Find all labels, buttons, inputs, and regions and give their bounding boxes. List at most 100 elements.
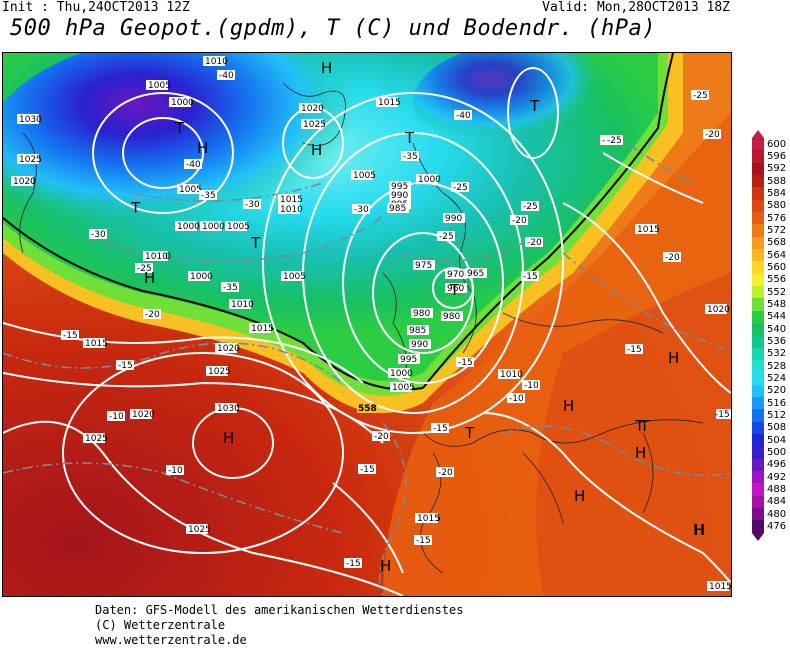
legend-value: 568 xyxy=(767,237,787,249)
pressure-centers: H T H T T H T H T H T H T H H T T H H H … xyxy=(130,59,705,575)
temp-label: -40 xyxy=(186,160,201,170)
temp-label: -15 xyxy=(118,361,133,371)
pressure-label: 980 xyxy=(413,309,430,319)
temp-label: -25 xyxy=(137,264,152,274)
legend-value: 556 xyxy=(767,274,787,286)
pressure-label: 1000 xyxy=(171,98,194,108)
low-marker: T xyxy=(464,424,475,442)
footer-copyright: (C) Wetterzentrale xyxy=(95,618,226,632)
legend-item: 596 xyxy=(752,150,786,163)
pressure-label: 1005 xyxy=(148,81,171,91)
legend-value: 496 xyxy=(767,459,787,471)
legend-item: 516 xyxy=(752,396,786,410)
low-marker: T xyxy=(634,417,645,435)
legend-swatch xyxy=(752,236,764,249)
temp-label: -10 xyxy=(524,381,539,391)
temp-label: -10 xyxy=(168,466,183,476)
legend-value: 520 xyxy=(767,385,787,397)
low-marker: T xyxy=(639,417,650,435)
pressure-label: 990 xyxy=(411,340,428,350)
legend-swatch xyxy=(752,248,764,262)
temp-label: -25 xyxy=(693,91,708,101)
pressure-label: 1015 xyxy=(85,339,108,349)
pressure-label: 970 xyxy=(447,270,464,280)
high-marker: H xyxy=(197,139,208,157)
legend-swatch xyxy=(752,298,764,311)
pressure-label: 1005 xyxy=(179,185,202,195)
pressure-label: 1020 xyxy=(217,344,240,354)
legend-item: 564 xyxy=(752,248,786,262)
pressure-label: 1020 xyxy=(132,410,155,420)
header-init: Init : Thu,24OCT2013 12Z xyxy=(2,0,190,15)
pressure-label: 1015 xyxy=(378,98,401,108)
legend-swatch xyxy=(752,458,764,471)
contour-558-label: 558 xyxy=(358,404,377,414)
pressure-label: 1005 xyxy=(353,171,376,181)
high-marker: H xyxy=(574,487,585,505)
legend-swatch xyxy=(752,347,764,360)
temp-label: -40 xyxy=(456,111,471,121)
temp-label: -25 xyxy=(523,202,538,212)
high-marker: H xyxy=(311,141,322,159)
legend-value: 524 xyxy=(767,372,787,384)
pressure-label: 1020 xyxy=(707,305,730,315)
legend-value: 532 xyxy=(767,348,787,360)
legend-value: 488 xyxy=(767,483,787,495)
temp-label: -35 xyxy=(201,191,216,201)
low-marker: T xyxy=(449,281,460,299)
legend-swatch xyxy=(752,138,764,151)
high-marker: H xyxy=(223,429,234,447)
legend-swatch xyxy=(752,162,764,175)
low-marker: T xyxy=(250,234,261,252)
pressure-label: 1010 xyxy=(500,370,523,380)
high-marker: H xyxy=(321,59,332,77)
legend-item: 488 xyxy=(752,483,787,496)
pressure-labels: 1010 1005 1000 1030 1025 1020 1025 1020 … xyxy=(11,56,731,592)
footer-url: www.wetterzentrale.de xyxy=(95,633,247,647)
header-valid: Valid: Mon,28OCT2013 18Z xyxy=(542,0,730,15)
legend-swatch xyxy=(752,446,764,459)
legend-value: 544 xyxy=(767,311,787,323)
legend-item: 504 xyxy=(752,433,786,447)
pressure-label: 990 xyxy=(391,191,408,201)
temp-label: -15 xyxy=(346,559,361,569)
legend-swatch xyxy=(752,520,764,533)
legend-swatch xyxy=(752,384,764,397)
legend-value: 580 xyxy=(767,200,787,212)
color-legend: 600 596 592 588 584 580 576 572 568 564 560 556 552 5… xyxy=(752,130,786,541)
legend-item: 576 xyxy=(752,211,786,225)
pressure-label: 1015 xyxy=(709,582,731,592)
pressure-label: 1020 xyxy=(13,177,36,187)
pressure-label: 1025 xyxy=(19,155,42,165)
low-marker: T xyxy=(529,97,540,115)
pressure-label: 1015 xyxy=(280,195,303,205)
legend-swatch xyxy=(752,495,764,508)
legend-item: 528 xyxy=(752,359,786,373)
pressure-label: 1010 xyxy=(231,300,254,310)
temp-label: -35 xyxy=(223,283,238,293)
legend-item: 532 xyxy=(752,347,787,360)
temp-label: -20 xyxy=(705,130,720,140)
legend-item: 588 xyxy=(752,174,786,188)
pressure-label: 960 xyxy=(447,284,464,294)
temp-label: -15 xyxy=(523,272,538,282)
pressure-label: 995 xyxy=(400,355,417,365)
pressure-label: 1000 xyxy=(190,272,213,282)
high-marker: H xyxy=(694,521,705,539)
legend-item: 496 xyxy=(752,458,787,471)
legend-item: 524 xyxy=(752,372,787,385)
high-marker: H xyxy=(563,397,574,415)
legend-value: 584 xyxy=(767,187,787,199)
temp-label: -15 xyxy=(63,331,78,341)
pressure-label: 1025 xyxy=(303,120,326,130)
legend-value: 600 xyxy=(767,138,787,150)
legend-swatch xyxy=(752,224,764,237)
legend-item: 500 xyxy=(752,446,786,459)
legend-value: 484 xyxy=(767,496,787,508)
legend-value: 548 xyxy=(767,298,787,310)
temp-label: -10 xyxy=(109,412,124,422)
legend-item: 508 xyxy=(752,421,786,434)
footer-source: Daten: GFS-Modell des amerikanischen Wet… xyxy=(95,603,464,617)
pressure-label: 980 xyxy=(443,312,460,322)
temp-label: -10 xyxy=(509,394,524,404)
